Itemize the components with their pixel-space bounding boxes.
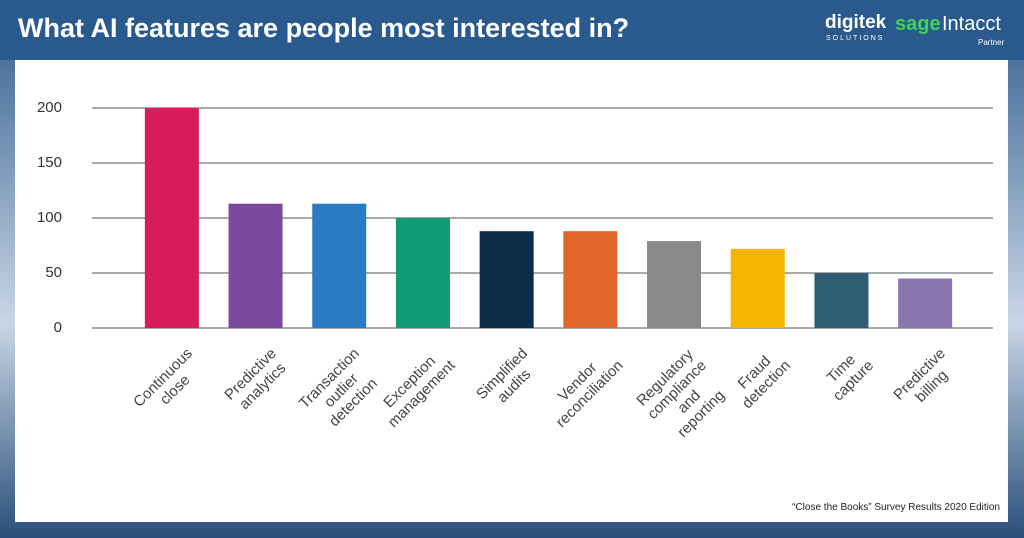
bar — [479, 231, 534, 328]
logo-text: digitek — [825, 12, 887, 33]
bar — [395, 218, 450, 328]
logo-text: SOLUTIONS — [826, 35, 885, 42]
bar — [647, 241, 702, 328]
logo-text: Partner — [978, 38, 1005, 47]
y-tick-label: 0 — [54, 319, 62, 336]
y-tick-label: 200 — [37, 99, 62, 116]
chart-title: What AI features are people most interes… — [18, 13, 630, 43]
source-note: “Close the Books” Survey Results 2020 Ed… — [792, 502, 1000, 513]
bar — [144, 108, 199, 328]
y-tick-label: 50 — [45, 264, 62, 281]
bar — [898, 278, 953, 328]
bar — [312, 203, 367, 328]
bar — [228, 203, 283, 328]
bar — [814, 273, 869, 328]
y-tick-label: 100 — [37, 209, 62, 226]
bar — [730, 248, 785, 328]
logo-text: Intacct — [942, 13, 1001, 35]
bar — [563, 231, 618, 328]
logo-text: sage — [895, 13, 941, 35]
header: What AI features are people most interes… — [0, 0, 1024, 60]
y-tick-label: 150 — [37, 154, 62, 171]
